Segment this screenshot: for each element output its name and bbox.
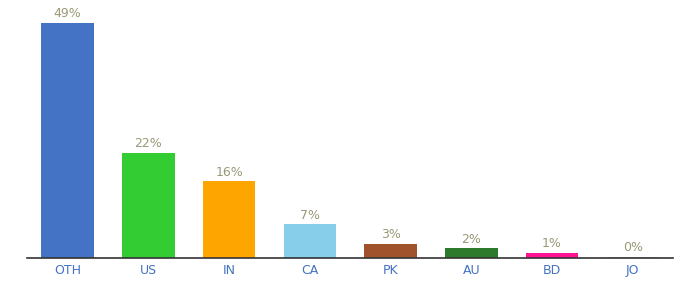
Text: 3%: 3% xyxy=(381,228,401,241)
Bar xyxy=(445,248,498,258)
Text: 1%: 1% xyxy=(542,237,562,250)
Bar xyxy=(203,182,255,258)
Bar xyxy=(526,253,578,258)
Bar xyxy=(607,256,659,258)
Bar xyxy=(284,224,336,258)
Bar xyxy=(122,153,175,258)
Bar xyxy=(364,244,417,258)
Text: 22%: 22% xyxy=(135,137,163,150)
Text: 16%: 16% xyxy=(215,166,243,178)
Text: 7%: 7% xyxy=(300,208,320,222)
Text: 0%: 0% xyxy=(623,241,643,254)
Bar xyxy=(41,23,94,258)
Text: 2%: 2% xyxy=(462,232,481,245)
Text: 49%: 49% xyxy=(54,8,82,20)
